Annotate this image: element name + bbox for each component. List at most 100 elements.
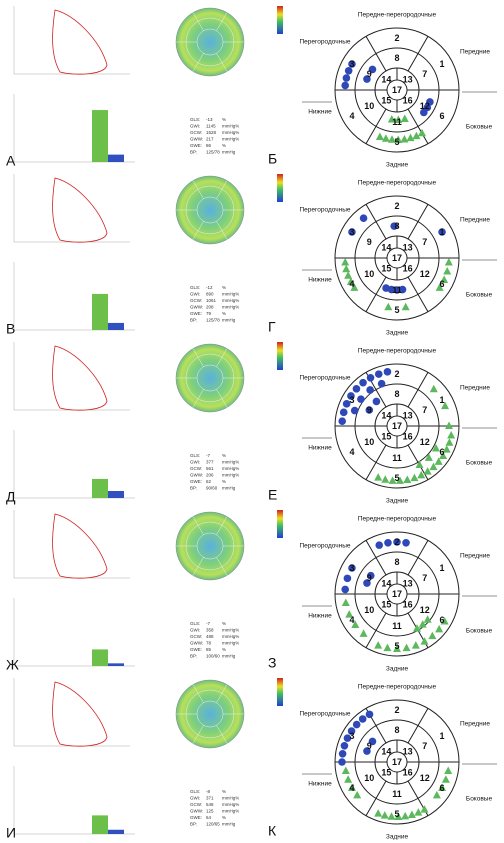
metric-value: 125 <box>206 809 214 814</box>
region-label: Боковые <box>466 124 493 131</box>
segment-number: 10 <box>364 437 374 447</box>
wall-motion-triangle <box>432 790 441 799</box>
pressure-strain-loop <box>52 9 108 75</box>
segment-number: 8 <box>394 725 399 735</box>
segment-number: 12 <box>420 269 430 279</box>
segment-number: 10 <box>364 773 374 783</box>
segment-number: 7 <box>422 573 427 583</box>
wall-motion-triangle <box>342 264 351 273</box>
wall-motion-triangle <box>341 766 350 775</box>
wall-motion-triangle <box>394 812 403 820</box>
segment-number: 4 <box>349 783 354 793</box>
region-label: Передние <box>460 385 490 392</box>
wall-motion-circle <box>344 67 353 75</box>
wall-motion-triangle <box>410 473 419 482</box>
wall-motion-triangle <box>444 258 453 266</box>
wall-motion-circle <box>359 378 367 387</box>
region-label: Перегородочные <box>300 207 351 214</box>
segment-number: 13 <box>403 746 413 756</box>
wall-motion-triangle <box>420 805 429 813</box>
metric-value: -7 <box>206 453 210 458</box>
wall-motion-triangle <box>374 641 383 649</box>
metric-unit: mmHg% <box>222 466 239 471</box>
metric-label: GWW: <box>190 473 203 478</box>
wall-motion-circle <box>402 538 410 547</box>
wall-motion-triangle <box>418 128 426 137</box>
region-label: Задние <box>386 666 409 673</box>
segment-number: 8 <box>394 389 399 399</box>
metric-unit: % <box>222 117 226 122</box>
segment-number: 2 <box>394 537 399 547</box>
wall-motion-triangle <box>387 812 396 820</box>
metric-unit: mmHg% <box>222 298 239 303</box>
wall-motion-triangle <box>388 135 397 143</box>
segment-border <box>365 276 387 312</box>
segment-number: 14 <box>381 746 391 756</box>
segment-number: 1 <box>440 395 445 405</box>
segment-number: 11 <box>392 285 402 295</box>
wall-motion-triangle <box>447 431 456 439</box>
wall-motion-triangle <box>428 631 437 640</box>
segment-number: 1 <box>440 563 445 573</box>
metric-unit: % <box>222 311 226 316</box>
wall-motion-triangle <box>435 624 444 633</box>
metric-label: BP: <box>190 150 197 155</box>
segment-number: 13 <box>403 578 413 588</box>
wall-motion-triangle <box>445 421 453 429</box>
metric-label: GWW: <box>190 137 203 142</box>
wall-motion-triangle <box>341 598 350 607</box>
metric-unit: mmHg% <box>222 124 239 129</box>
segment-number: 6 <box>440 615 445 625</box>
metric-value: 100/60 <box>206 654 220 659</box>
wall-motion-triangle <box>418 620 427 628</box>
wall-motion-triangle <box>380 811 389 819</box>
metric-value: -7 <box>206 621 210 626</box>
metric-label: GLS: <box>190 789 200 794</box>
segment-number: 1 <box>440 59 445 69</box>
polar-spoke <box>216 348 228 367</box>
segment-border <box>365 108 387 144</box>
wall-motion-circle <box>377 379 386 388</box>
metric-label: GWI: <box>190 292 200 297</box>
segment-number: 8 <box>394 221 399 231</box>
wall-motion-circle <box>341 81 349 90</box>
segment-number: 4 <box>349 615 354 625</box>
wall-motion-triangle <box>359 629 368 637</box>
wall-motion-triangle <box>417 470 426 479</box>
segment-number: 12 <box>420 605 430 615</box>
segment-number: 7 <box>422 741 427 751</box>
wall-motion-circle <box>384 538 392 547</box>
segment-number: 9 <box>367 741 372 751</box>
metric-value: 64 <box>206 815 212 820</box>
wall-motion-triangle <box>394 135 403 143</box>
segment-number: 3 <box>349 731 354 741</box>
wall-motion-circle <box>363 747 371 755</box>
wall-motion-triangle <box>388 476 397 484</box>
panel-letter: И <box>6 825 16 841</box>
segment-border <box>407 276 429 312</box>
metric-label: GCW: <box>190 634 202 639</box>
metric-value: 561 <box>206 466 214 471</box>
wall-motion-circle <box>338 758 346 766</box>
wall-motion-circle <box>342 400 351 408</box>
segment-border <box>365 612 387 648</box>
segment-number: 16 <box>403 263 413 273</box>
segment-number: 4 <box>349 447 354 457</box>
region-label: Передне-перегородочные <box>358 684 437 691</box>
wall-motion-circle <box>347 727 356 735</box>
colorbar <box>277 174 283 202</box>
region-label: Нижние <box>308 277 332 284</box>
metric-label: GCW: <box>190 298 202 303</box>
wall-motion-triangle <box>441 401 450 410</box>
wall-motion-circle <box>382 284 390 292</box>
metric-label: GWI: <box>190 796 200 801</box>
wall-motion-triangle <box>435 283 444 291</box>
metric-unit: mmHg% <box>222 473 239 478</box>
wall-motion-circle <box>352 385 361 393</box>
segment-number: 3 <box>349 563 354 573</box>
segment-number: 14 <box>381 578 391 588</box>
polar-spoke <box>216 516 228 535</box>
segment-number: 3 <box>349 227 354 237</box>
wall-motion-triangle <box>395 476 404 484</box>
